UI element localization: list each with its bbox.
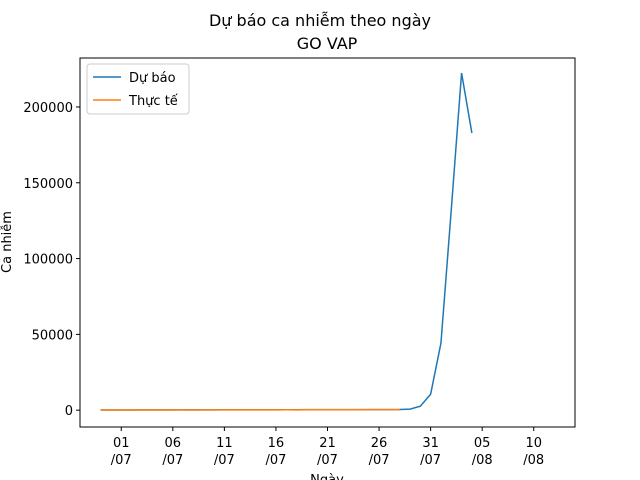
x-tick-label: 06/07 xyxy=(162,436,183,468)
y-tick-label: 100000 xyxy=(23,253,73,268)
y-tick-label: 50000 xyxy=(32,328,73,343)
y-tick-label: 200000 xyxy=(23,101,73,116)
x-tick-label: 11/07 xyxy=(214,436,235,468)
y-tick-label: 0 xyxy=(65,404,73,419)
x-tick-label: 16/07 xyxy=(265,436,286,468)
x-tick-label: 31/07 xyxy=(420,436,441,468)
legend-label: Thực tế xyxy=(128,94,178,109)
y-tick-label: 150000 xyxy=(23,177,73,192)
x-axis-label: Ngày xyxy=(310,473,344,480)
x-tick-label: 10/08 xyxy=(523,436,544,468)
y-axis-label: Ca nhiễm xyxy=(0,211,15,273)
x-tick-label: 21/07 xyxy=(317,436,338,468)
x-tick-label: 26/07 xyxy=(369,436,390,468)
x-tick-label: 01/07 xyxy=(111,436,132,468)
chart-title: Dự báo ca nhiễm theo ngày xyxy=(209,11,431,30)
series-line xyxy=(100,72,473,411)
chart-subtitle: GO VAP xyxy=(297,34,358,53)
legend-label: Dự báo xyxy=(129,71,176,86)
x-tick-label: 05/08 xyxy=(472,436,493,468)
